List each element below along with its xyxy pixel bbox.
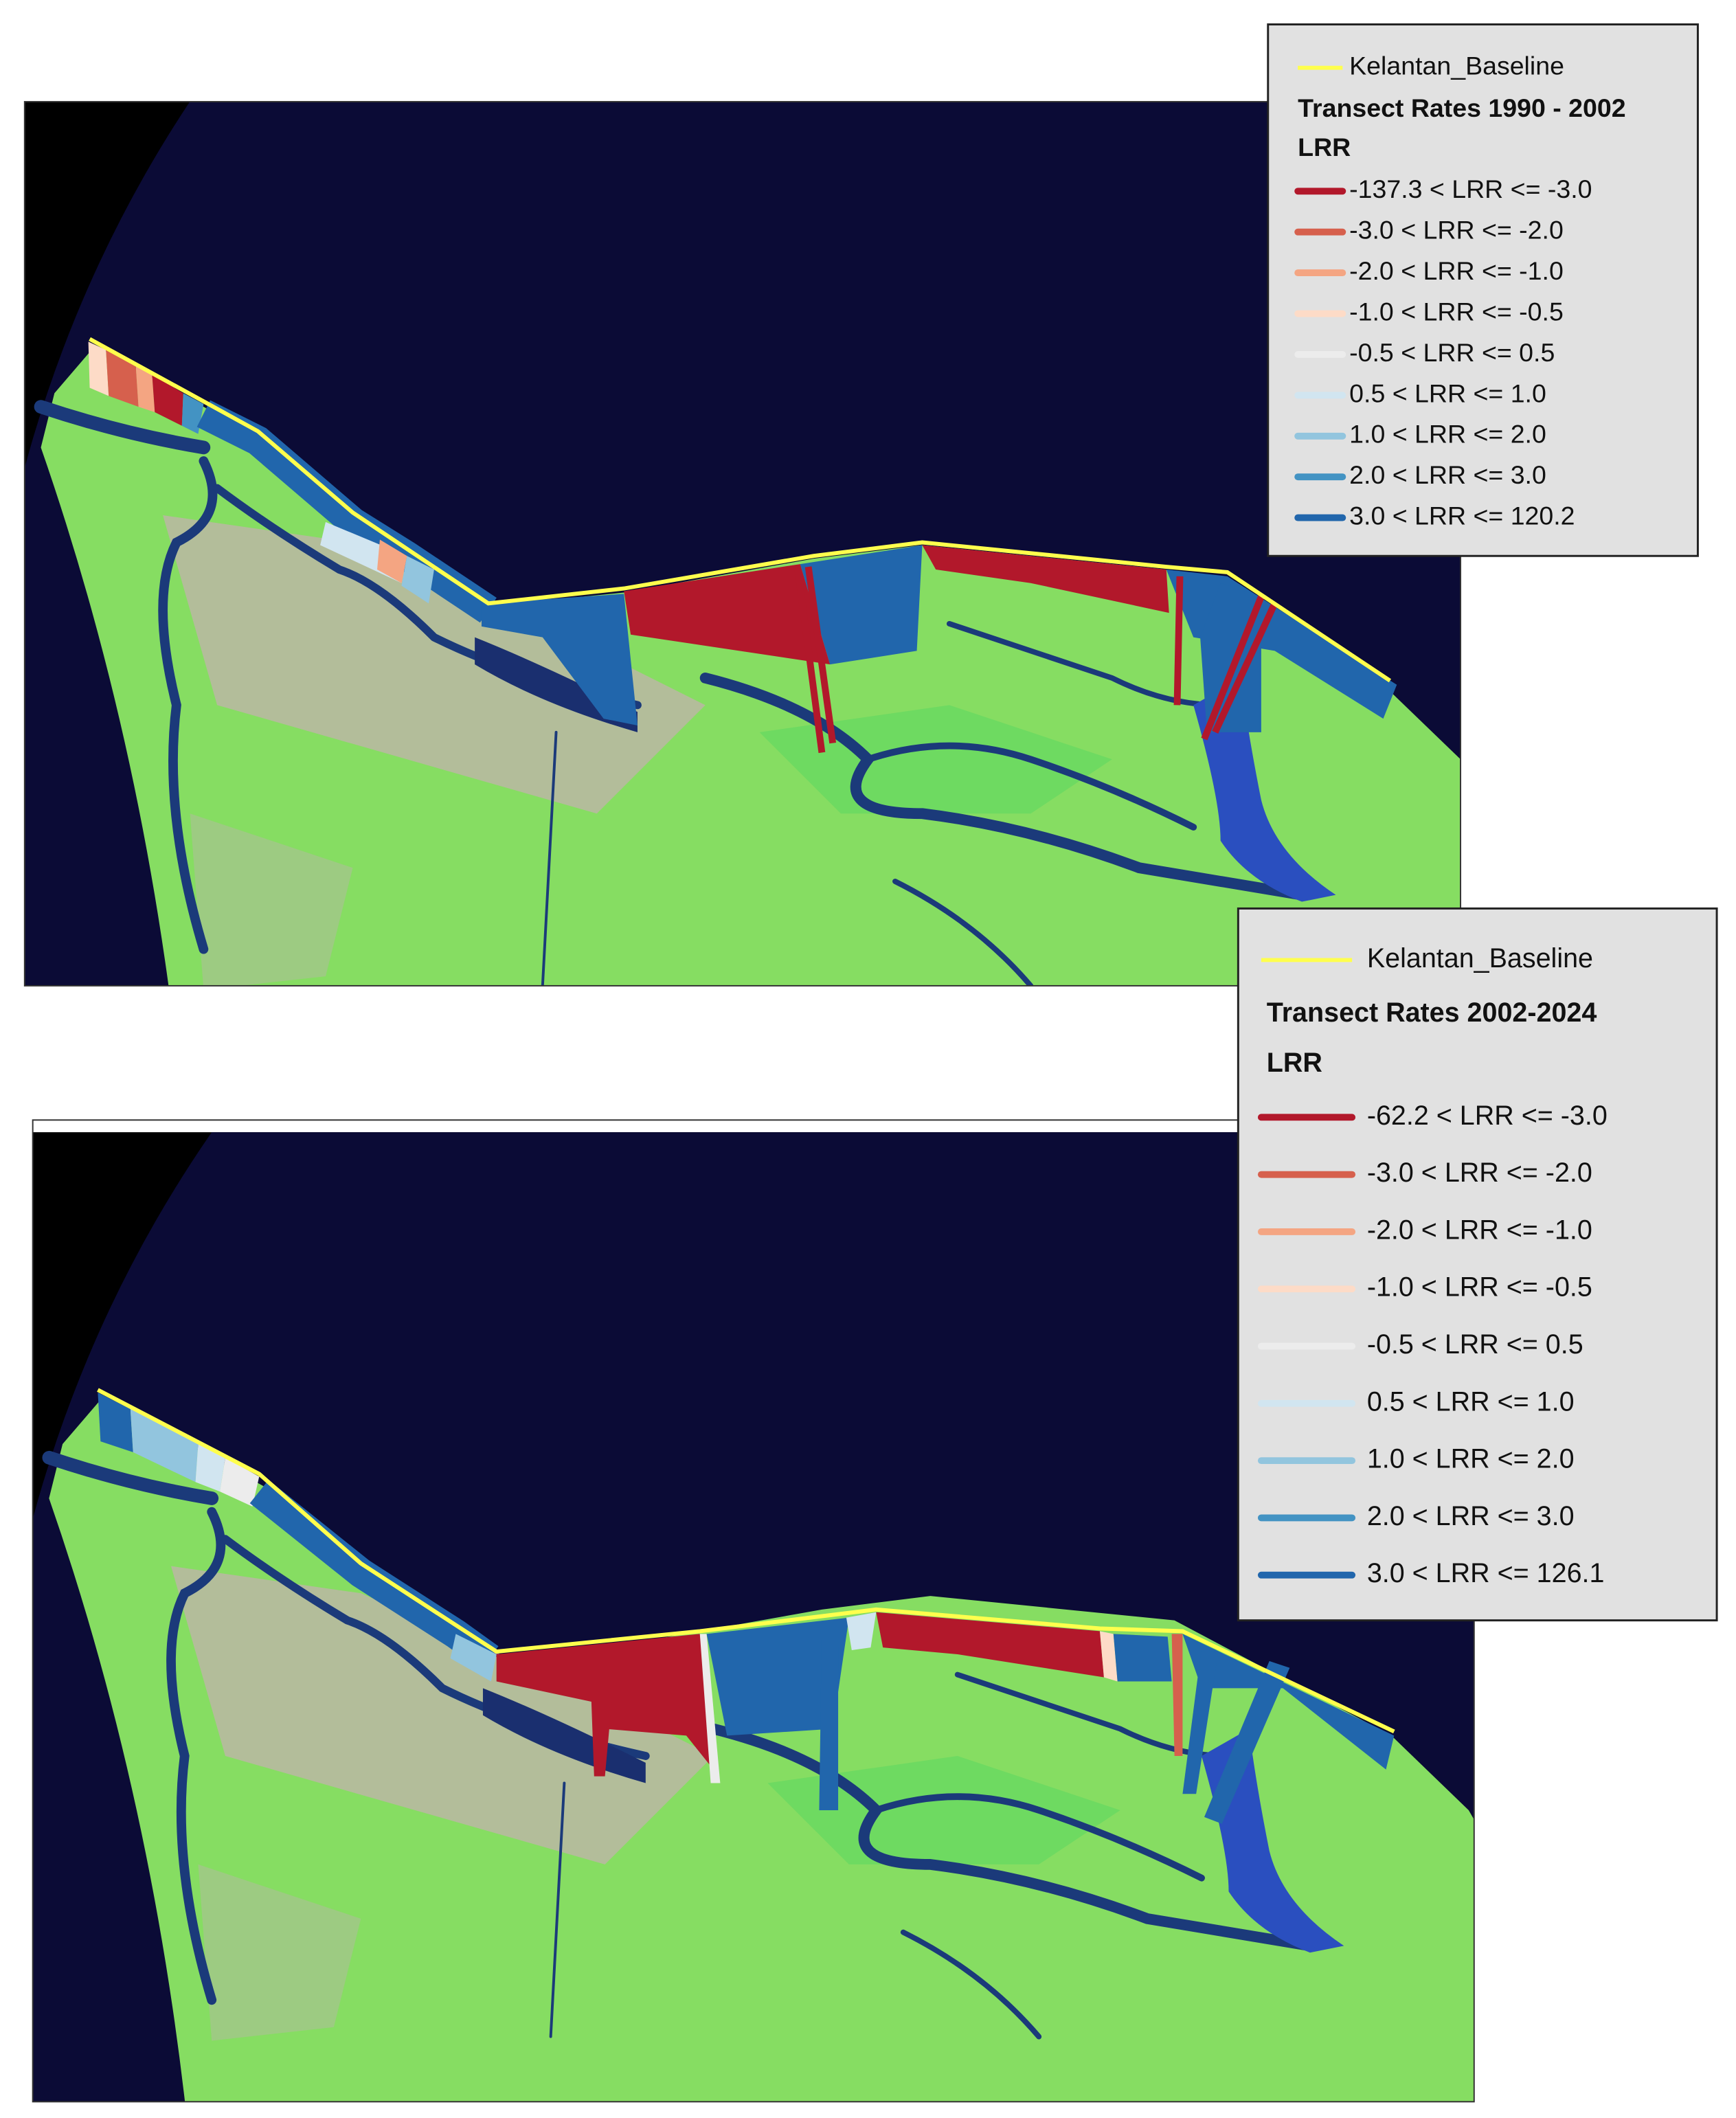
legend-field: LRR	[1267, 1048, 1322, 1078]
legend-label: -1.0 < LRR <= -0.5	[1349, 297, 1564, 326]
legend-title: Transect Rates 2002-2024	[1267, 998, 1597, 1028]
legend-field: LRR	[1298, 133, 1351, 161]
legend-label: 3.0 < LRR <= 126.1	[1367, 1558, 1605, 1588]
legend-title: Transect Rates 1990 - 2002	[1298, 93, 1625, 122]
legend: Kelantan_Baseline Transect Rates 1990 - 2…	[1267, 23, 1699, 557]
legend-label: 1.0 < LRR <= 2.0	[1367, 1444, 1575, 1474]
legend-label: 2.0 < LRR <= 3.0	[1349, 460, 1546, 489]
map-2002-2024	[8, 1132, 1500, 2118]
legend-box	[1237, 907, 1718, 1622]
legend-label: 1.0 < LRR <= 2.0	[1349, 420, 1546, 449]
legend-label: -1.0 < LRR <= -0.5	[1367, 1272, 1592, 1303]
legend-label: -137.3 < LRR <= -3.0	[1349, 174, 1592, 203]
legend-label: -2.0 < LRR <= -1.0	[1349, 256, 1564, 285]
legend-label: -3.0 < LRR <= -2.0	[1349, 216, 1564, 245]
legends: Kelantan_Baseline Transect Rates 1990 - 2…	[1237, 23, 1718, 1622]
map-1990-2002	[0, 81, 1491, 1112]
legend-label: 0.5 < LRR <= 1.0	[1349, 379, 1546, 407]
legend-label: -62.2 < LRR <= -3.0	[1367, 1101, 1608, 1131]
legend-label: -2.0 < LRR <= -1.0	[1367, 1215, 1592, 1245]
legend-label: 0.5 < LRR <= 1.0	[1367, 1386, 1575, 1417]
legend-box	[1267, 23, 1699, 557]
legend: Kelantan_Baseline Transect Rates 2002-202…	[1237, 907, 1718, 1622]
legend-label: -0.5 < LRR <= 0.5	[1367, 1329, 1583, 1360]
transects	[88, 337, 1397, 754]
legend-label: 2.0 < LRR <= 3.0	[1367, 1501, 1575, 1531]
transects	[97, 1388, 1395, 1824]
legend-label: -3.0 < LRR <= -2.0	[1367, 1158, 1592, 1188]
legend-label: -0.5 < LRR <= 0.5	[1349, 338, 1555, 367]
legend-label: Kelantan_Baseline	[1349, 52, 1564, 80]
legend-label: 3.0 < LRR <= 120.2	[1349, 501, 1575, 530]
legend-label: Kelantan_Baseline	[1367, 943, 1593, 973]
